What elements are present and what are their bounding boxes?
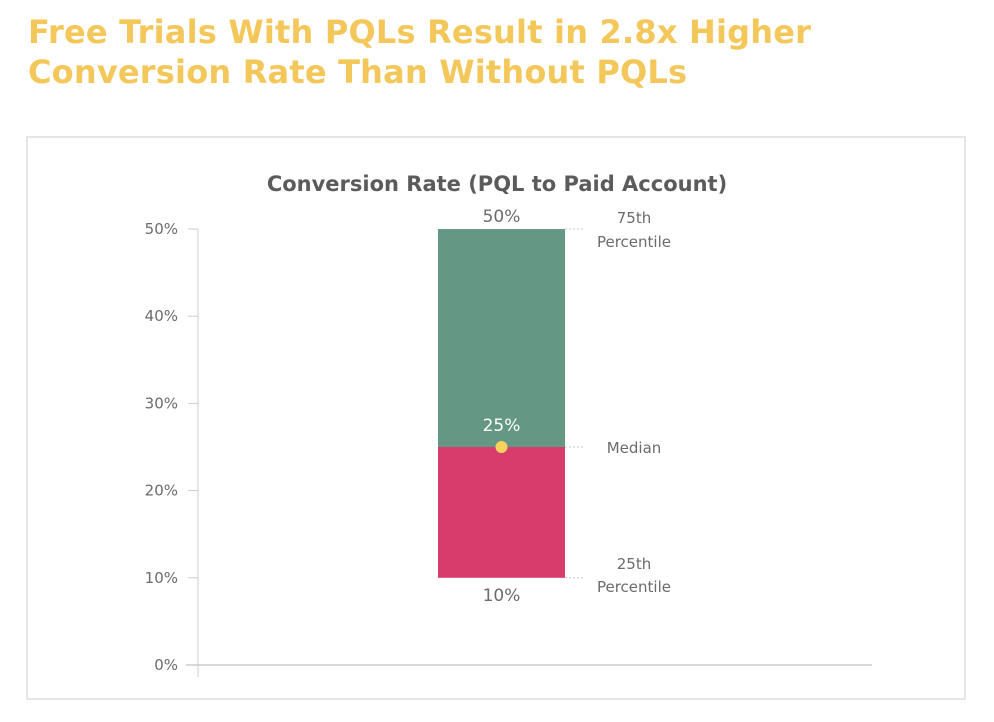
- annotation-p75-line-2: Percentile: [597, 233, 671, 251]
- annotation-p25-line-1: 25th: [617, 555, 651, 573]
- headline-line-1: Free Trials With PQLs Result in 2.8x Hig…: [28, 13, 812, 51]
- box-median-to-p75: [438, 229, 565, 447]
- annotation-median: Median: [607, 439, 662, 457]
- headline-line-2: Conversion Rate Than Without PQLs: [28, 53, 688, 91]
- chart-title: Conversion Rate (PQL to Paid Account): [267, 172, 727, 196]
- annotation-p25-line-2: Percentile: [597, 578, 671, 596]
- box-p25-to-median: [438, 447, 565, 578]
- y-tick-label: 30%: [145, 394, 178, 412]
- y-tick-label: 0%: [154, 656, 178, 674]
- data-label-p25: 10%: [483, 586, 521, 606]
- y-tick-label: 40%: [145, 307, 178, 325]
- annotation-p75-line-1: 75th: [617, 209, 651, 227]
- data-label-p75: 50%: [483, 207, 521, 227]
- data-label-median: 25%: [483, 416, 521, 436]
- y-tick-label: 10%: [145, 569, 178, 587]
- y-tick-label: 20%: [145, 482, 178, 500]
- page-headline: Free Trials With PQLs Result in 2.8x Hig…: [28, 12, 928, 92]
- y-tick-label: 50%: [145, 220, 178, 238]
- median-marker: [495, 441, 508, 453]
